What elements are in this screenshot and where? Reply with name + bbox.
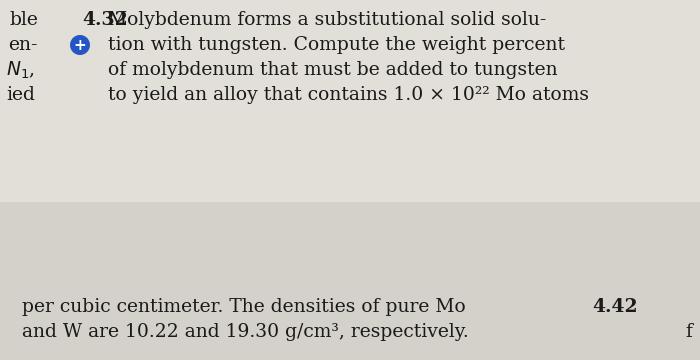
Text: en-: en- — [8, 36, 38, 54]
FancyBboxPatch shape — [0, 202, 700, 360]
Text: ble: ble — [9, 11, 38, 29]
FancyBboxPatch shape — [0, 0, 700, 202]
Text: tion with tungsten. Compute the weight percent: tion with tungsten. Compute the weight p… — [108, 36, 565, 54]
Ellipse shape — [70, 35, 90, 55]
Text: 4.32: 4.32 — [82, 11, 127, 29]
Text: of molybdenum that must be added to tungsten: of molybdenum that must be added to tung… — [108, 61, 558, 79]
Text: Molybdenum forms a substitutional solid solu-: Molybdenum forms a substitutional solid … — [108, 11, 547, 29]
Text: ied: ied — [6, 86, 35, 104]
Text: 4.42: 4.42 — [592, 298, 638, 316]
Text: to yield an alloy that contains 1.0 × 10²² Mo atoms: to yield an alloy that contains 1.0 × 10… — [108, 86, 589, 104]
Text: +: + — [74, 37, 86, 53]
Text: f: f — [685, 323, 692, 341]
Text: and W are 10.22 and 19.30 g/cm³, respectively.: and W are 10.22 and 19.30 g/cm³, respect… — [22, 323, 469, 341]
Text: $N_1$,: $N_1$, — [6, 59, 35, 81]
Text: per cubic centimeter. The densities of pure Mo: per cubic centimeter. The densities of p… — [22, 298, 466, 316]
